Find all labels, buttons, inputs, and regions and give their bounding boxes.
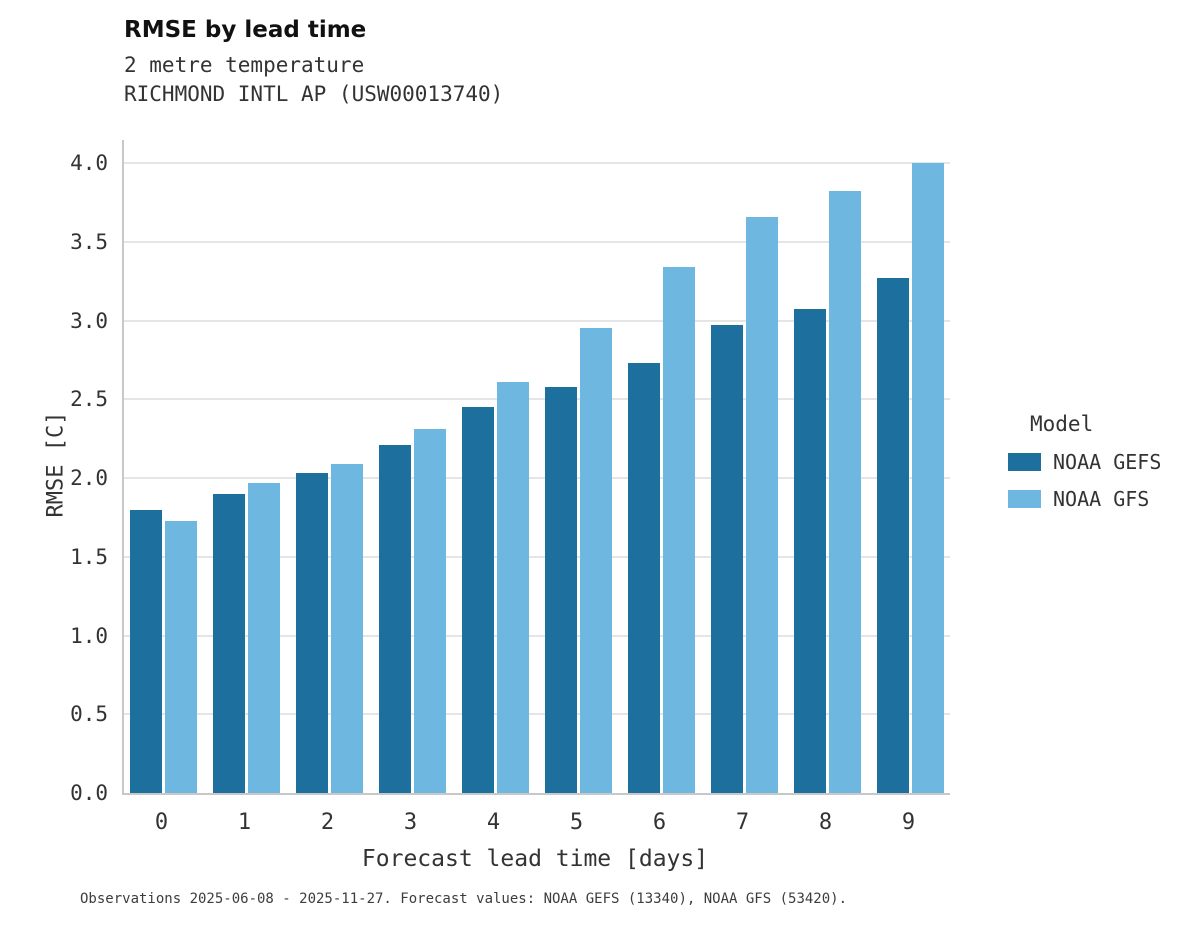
bar-noaa-gefs-day-6 bbox=[628, 363, 660, 793]
bar-group-day-8 bbox=[794, 191, 861, 793]
gridline-y-3.0 bbox=[124, 319, 950, 322]
bar-group-day-5 bbox=[545, 328, 612, 793]
y-axis: 0.0 0.5 1.0 1.5 2.0 2.5 3.0 3.5 4.0 bbox=[0, 140, 108, 805]
bar-group-day-3 bbox=[379, 429, 446, 793]
bar-noaa-gfs-day-0 bbox=[165, 520, 197, 793]
legend: Model NOAA GEFS NOAA GFS bbox=[1008, 412, 1161, 524]
bar-group-day-6 bbox=[628, 266, 695, 793]
y-tick-label-3.0: 3.0 bbox=[70, 308, 108, 333]
x-tick-label-3: 3 bbox=[403, 810, 418, 835]
bar-noaa-gefs-day-8 bbox=[794, 309, 826, 793]
bar-noaa-gefs-day-7 bbox=[711, 325, 743, 793]
bar-group-day-1 bbox=[213, 482, 280, 793]
legend-swatch-noaa-gfs bbox=[1008, 490, 1041, 508]
chart-subtitle-variable: 2 metre temperature bbox=[124, 53, 365, 77]
plot-area bbox=[122, 140, 950, 795]
legend-items: NOAA GEFS NOAA GFS bbox=[1008, 450, 1161, 511]
bar-group-day-4 bbox=[462, 381, 529, 793]
legend-swatch-noaa-gefs bbox=[1008, 453, 1041, 471]
bar-noaa-gefs-day-3 bbox=[379, 444, 411, 793]
y-tick-label-0.0: 0.0 bbox=[70, 781, 108, 805]
chart-title: RMSE by lead time bbox=[124, 17, 367, 43]
bar-group-day-9 bbox=[877, 163, 944, 793]
bar-noaa-gfs-day-8 bbox=[829, 191, 861, 793]
y-tick-label-1.5: 1.5 bbox=[70, 544, 108, 569]
bar-noaa-gefs-day-9 bbox=[877, 277, 909, 793]
x-tick-label-8: 8 bbox=[818, 810, 833, 835]
bar-noaa-gefs-day-1 bbox=[213, 493, 245, 793]
gridline-y-3.5 bbox=[124, 240, 950, 243]
x-tick-labels: 0 1 2 3 4 5 6 7 8 9 bbox=[128, 810, 942, 835]
y-tick-label-2.5: 2.5 bbox=[70, 387, 108, 412]
gridline-y-2.0 bbox=[124, 477, 950, 479]
gridline-y-1.0 bbox=[124, 634, 950, 637]
bar-noaa-gefs-day-0 bbox=[130, 509, 162, 793]
gridline-y-2.5 bbox=[124, 398, 950, 401]
gridline-y-4.0 bbox=[124, 162, 950, 164]
x-tick-label-4: 4 bbox=[486, 810, 501, 835]
x-tick-label-2: 2 bbox=[320, 810, 335, 835]
y-tick-label-4.0: 4.0 bbox=[70, 151, 108, 175]
y-tick-label-3.5: 3.5 bbox=[70, 229, 108, 254]
legend-label-noaa-gefs: NOAA GEFS bbox=[1053, 450, 1162, 474]
x-tick-label-5: 5 bbox=[569, 810, 584, 835]
bar-noaa-gefs-day-2 bbox=[296, 473, 328, 793]
gridline-y-1.5 bbox=[124, 555, 950, 558]
bar-group-day-7 bbox=[711, 216, 778, 793]
bar-noaa-gefs-day-5 bbox=[545, 386, 577, 793]
bar-group-day-0 bbox=[130, 509, 197, 793]
legend-item-noaa-gfs: NOAA GFS bbox=[1008, 487, 1161, 511]
y-axis-label: RMSE [C] bbox=[43, 411, 69, 518]
legend-item-noaa-gefs: NOAA GEFS bbox=[1008, 450, 1161, 474]
x-tick-label-0: 0 bbox=[154, 810, 169, 835]
legend-title: Model bbox=[1030, 412, 1094, 436]
bar-noaa-gfs-day-5 bbox=[580, 328, 612, 793]
bar-group-day-2 bbox=[296, 463, 363, 793]
legend-label-noaa-gfs: NOAA GFS bbox=[1053, 487, 1150, 511]
bar-noaa-gfs-day-9 bbox=[912, 163, 944, 793]
x-tick-label-9: 9 bbox=[901, 810, 916, 835]
chart-subtitle-station: RICHMOND INTL AP (USW00013740) bbox=[124, 82, 504, 106]
x-tick-label-6: 6 bbox=[652, 810, 667, 835]
x-tick-label-7: 7 bbox=[735, 810, 750, 835]
bars-container bbox=[130, 163, 944, 793]
y-tick-label-2.0: 2.0 bbox=[70, 466, 108, 490]
gridline-y-0.5 bbox=[124, 713, 950, 716]
footnote: Observations 2025-06-08 - 2025-11-27. Fo… bbox=[80, 891, 848, 907]
bar-noaa-gfs-day-2 bbox=[331, 463, 363, 793]
bar-noaa-gfs-day-3 bbox=[414, 429, 446, 793]
bar-noaa-gfs-day-1 bbox=[248, 482, 280, 793]
bar-noaa-gefs-day-4 bbox=[462, 407, 494, 793]
bar-noaa-gfs-day-7 bbox=[746, 216, 778, 793]
bar-noaa-gfs-day-6 bbox=[663, 266, 695, 793]
bar-noaa-gfs-day-4 bbox=[497, 381, 529, 793]
x-tick-label-1: 1 bbox=[237, 810, 252, 835]
x-axis-label: Forecast lead time [days] bbox=[361, 846, 709, 872]
y-tick-label-1.0: 1.0 bbox=[70, 623, 108, 648]
y-tick-label-0.5: 0.5 bbox=[70, 702, 108, 727]
